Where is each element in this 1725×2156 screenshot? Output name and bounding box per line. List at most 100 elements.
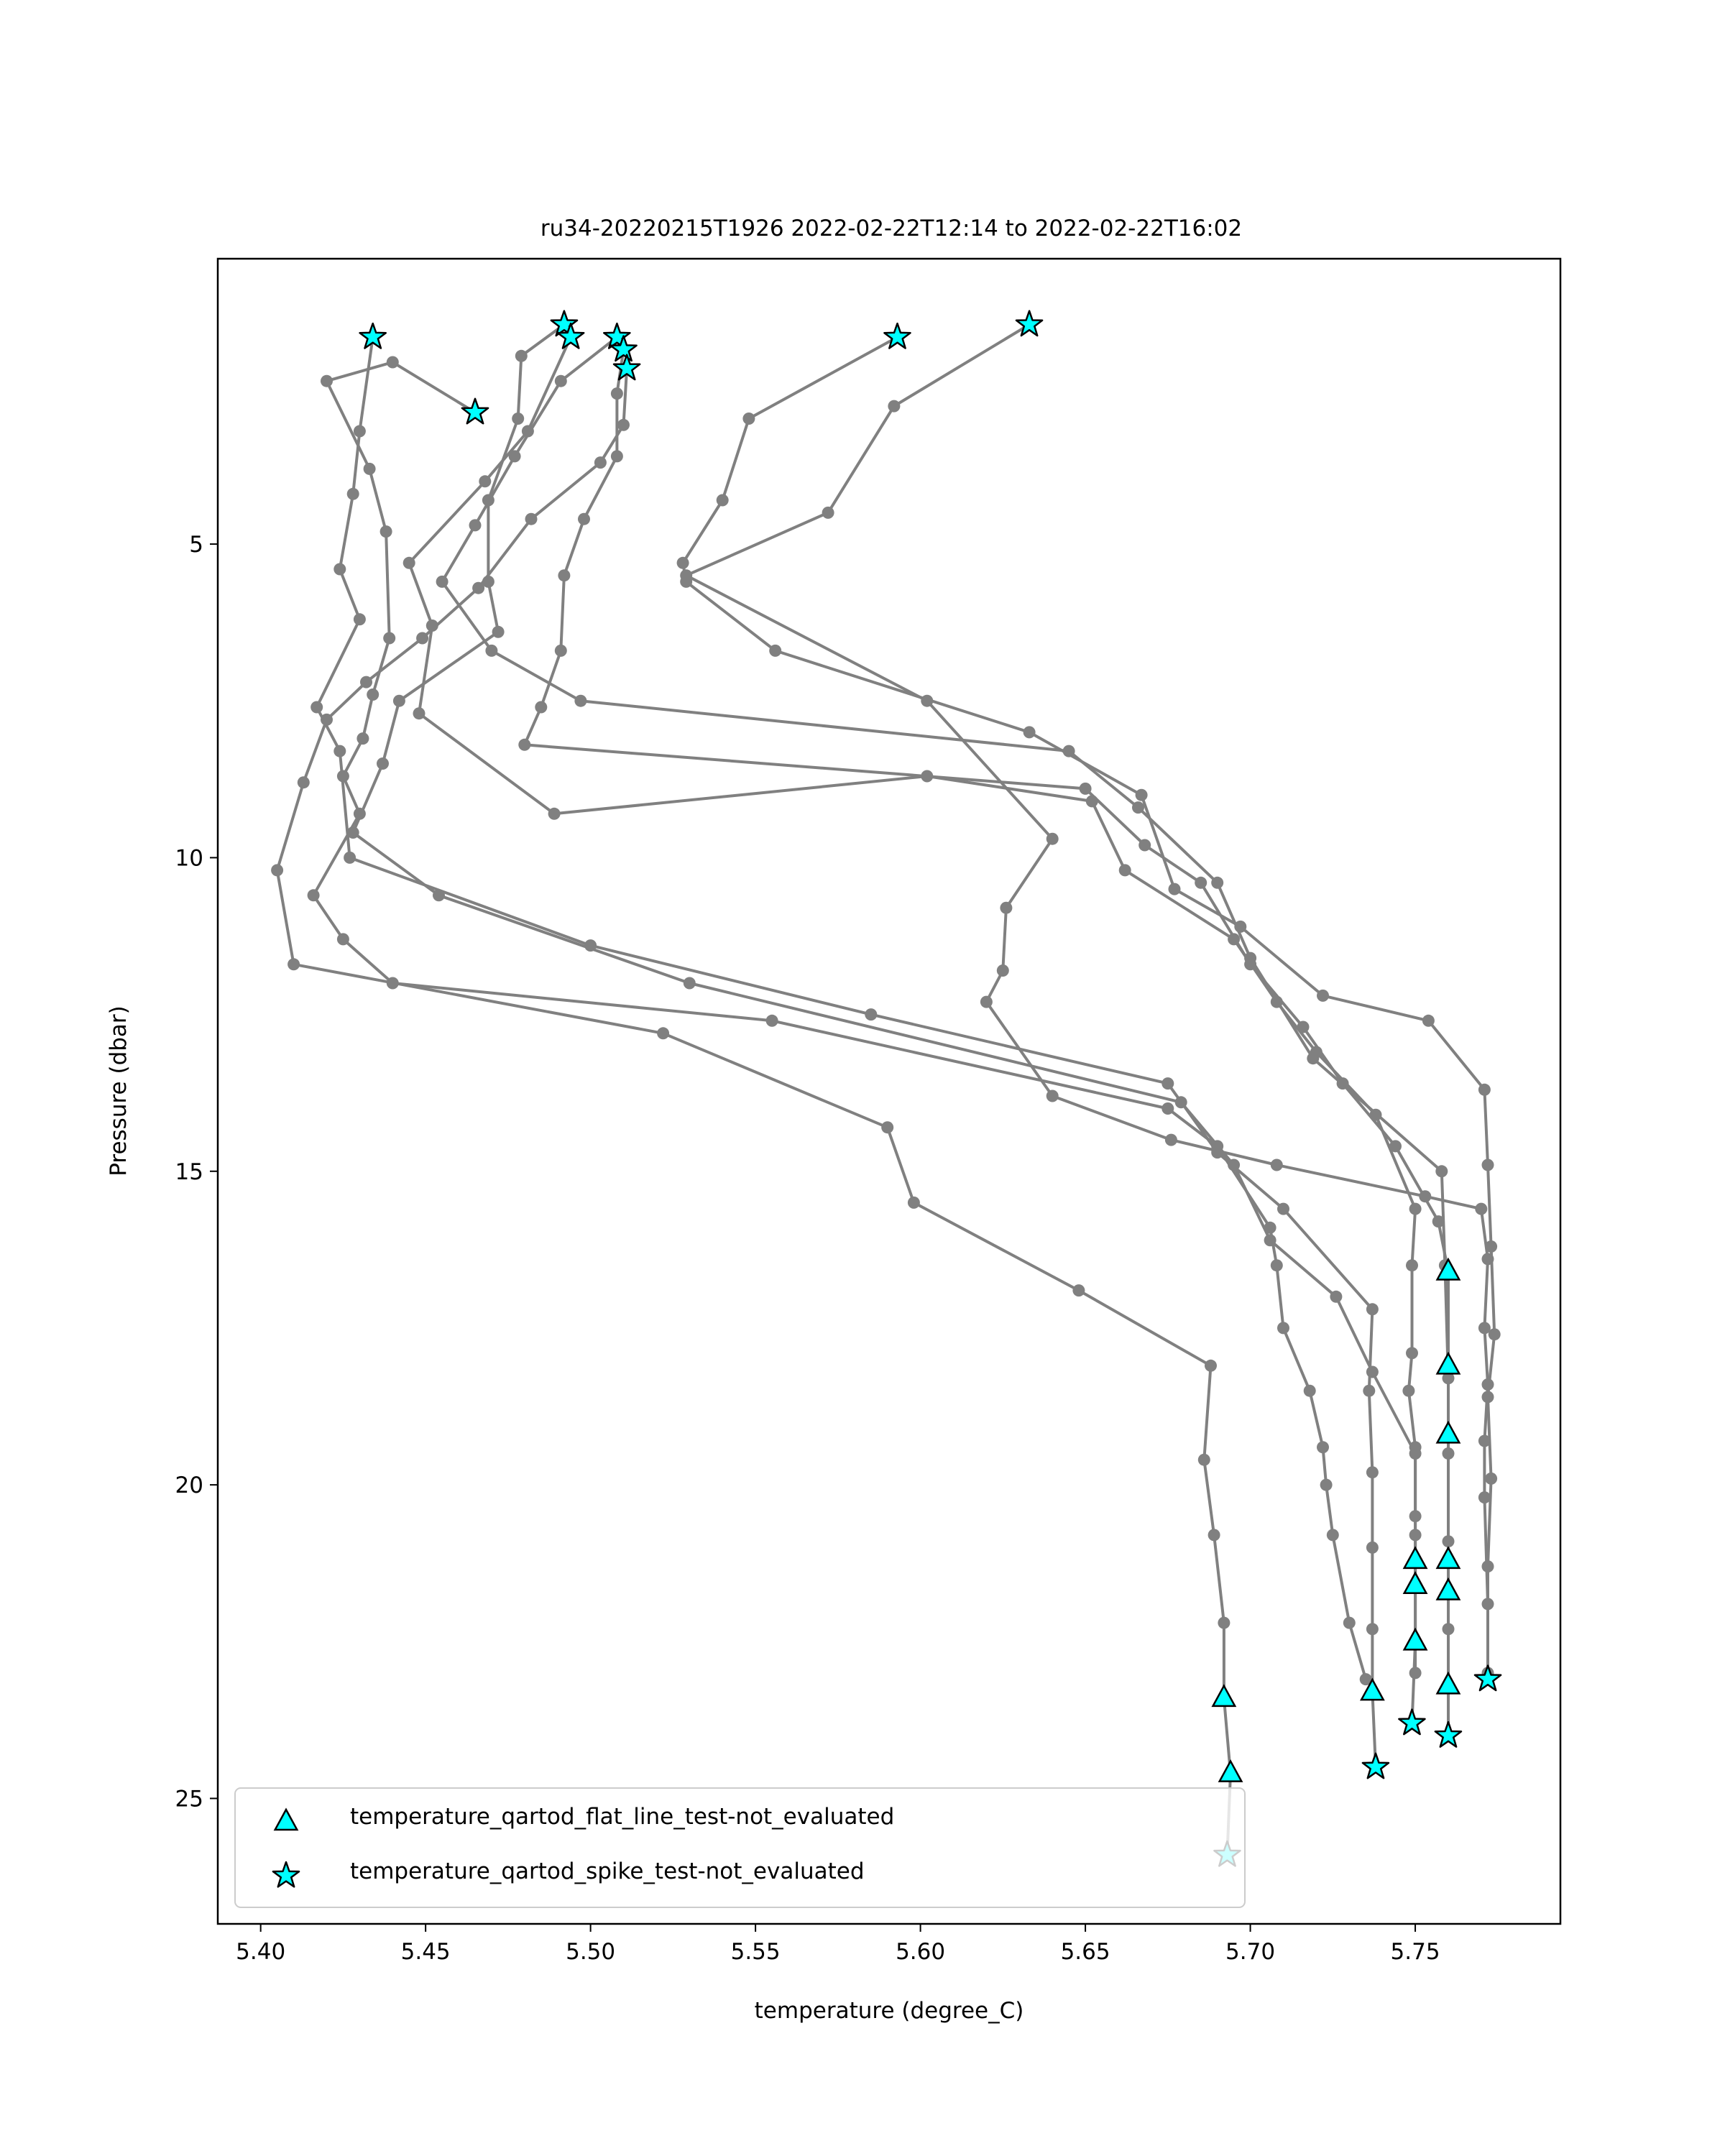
flat-line-flag-marker [1211, 1684, 1237, 1708]
spike-flag-marker [1434, 1720, 1463, 1748]
data-point [1366, 1623, 1379, 1636]
data-point [1422, 1014, 1435, 1027]
x-tick-label: 5.45 [401, 1939, 451, 1965]
data-point [508, 450, 521, 463]
data-point [1409, 1202, 1422, 1215]
data-point [386, 356, 399, 369]
x-tick-label: 5.75 [1391, 1939, 1440, 1965]
data-point [1406, 1347, 1418, 1360]
triangle-icon [273, 1807, 299, 1831]
legend-label-spike: temperature_qartod_spike_test-not_evalua… [350, 1858, 865, 1884]
spike-flag-marker [461, 397, 489, 425]
data-point [1366, 1541, 1379, 1554]
data-point [1320, 1478, 1333, 1491]
data-point [321, 713, 333, 726]
data-point [1303, 1384, 1316, 1397]
data-point [380, 525, 392, 538]
data-point [1174, 1096, 1187, 1109]
flat-line-flag-marker [1435, 1257, 1461, 1281]
y-tick-label: 5 [189, 532, 203, 558]
data-point [271, 864, 284, 877]
data-point [1488, 1328, 1501, 1341]
data-point [1162, 1077, 1174, 1090]
data-point [413, 707, 426, 720]
data-point [1244, 958, 1257, 971]
flat-line-flag-marker [1435, 1577, 1461, 1600]
flat-line-flag-marker [1435, 1420, 1461, 1444]
y-tick-label: 15 [175, 1159, 203, 1185]
data-point [610, 387, 623, 400]
data-point [353, 425, 366, 438]
spike-flag-marker [883, 322, 911, 349]
data-point [344, 851, 356, 864]
data-point [356, 732, 369, 745]
data-point [554, 374, 567, 387]
data-point [676, 556, 689, 569]
data-point [907, 1196, 920, 1209]
data-point [416, 632, 429, 645]
data-point [1085, 795, 1098, 808]
data-point [525, 512, 538, 525]
spike-flag-marker [610, 335, 638, 362]
legend-box [234, 1787, 1246, 1908]
spike-flag-marker [603, 322, 631, 349]
data-point [1481, 1378, 1494, 1391]
data-point [1478, 1434, 1491, 1447]
data-point [1326, 1529, 1339, 1542]
data-point [485, 644, 498, 657]
data-point [765, 1014, 778, 1027]
data-point [367, 688, 380, 701]
series-line [275, 368, 1232, 1856]
y-tick-label: 25 [175, 1786, 203, 1812]
data-point [469, 519, 482, 532]
data-point [433, 889, 445, 902]
data-point [512, 413, 525, 425]
data-point [1164, 1133, 1177, 1146]
data-point [594, 456, 607, 469]
data-point [680, 569, 693, 582]
data-point [346, 487, 359, 500]
x-tick-label: 5.50 [566, 1939, 615, 1965]
data-point [617, 418, 630, 431]
flat-line-flag-marker [1435, 1671, 1461, 1695]
data-point [1435, 1165, 1448, 1178]
data-point [1000, 901, 1013, 914]
x-tick-label: 5.60 [896, 1939, 945, 1965]
data-point [1481, 1253, 1494, 1266]
data-point [307, 889, 320, 902]
data-point [1336, 1077, 1349, 1090]
data-point [657, 1027, 670, 1040]
axes-frame [216, 257, 1562, 1925]
data-point [353, 807, 366, 820]
data-point [402, 556, 415, 569]
data-point [1132, 801, 1144, 814]
data-point [336, 770, 349, 783]
data-point [1234, 920, 1247, 933]
data-point [321, 374, 333, 387]
data-point [436, 575, 448, 588]
data-point [578, 512, 590, 525]
data-point [377, 757, 389, 770]
data-point [1079, 782, 1092, 795]
axis-ticks: 5.40 5.45 5.50 5.55 5.60 5.65 5.70 5.75 5 10 15 20 2… [175, 532, 1440, 1965]
data-point [1168, 883, 1181, 895]
data-point [1366, 1466, 1379, 1479]
legend-label-flat-line: temperature_qartod_flat_line_test-not_ev… [350, 1804, 894, 1830]
data-point [1211, 876, 1224, 889]
data-point [515, 349, 528, 362]
spike-flag-marker [1398, 1708, 1426, 1736]
data-point [1366, 1365, 1379, 1378]
flat-line-flag-marker [1402, 1627, 1428, 1651]
data-point [353, 613, 366, 626]
data-point [554, 644, 567, 657]
data-point [310, 701, 323, 714]
data-point [1481, 1598, 1494, 1611]
data-point [1478, 1083, 1491, 1096]
flat-line-flag-marker [1402, 1546, 1428, 1570]
data-point [888, 400, 901, 413]
flat-line-flag-marker [1218, 1759, 1243, 1782]
data-point [1485, 1240, 1498, 1253]
data-point [1270, 1259, 1283, 1272]
flat-line-flag-marker [1435, 1351, 1461, 1375]
